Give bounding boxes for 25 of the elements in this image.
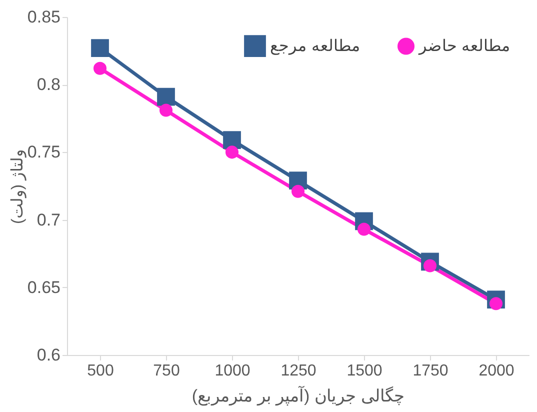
x-tick-label: 1000 [214, 362, 250, 380]
x-tick-label: 1250 [280, 362, 316, 380]
x-tick-label: 1500 [346, 362, 382, 380]
x-tick-label: 750 [153, 362, 180, 380]
y-axis-title: ولتاژ (ولت) [9, 148, 26, 224]
legend-label: مطالعه مرجع [270, 38, 360, 56]
x-axis-title: چگالی جریان (آمپر بر مترمربع) [192, 384, 406, 406]
y-tick-label: 0.6 [36, 346, 60, 364]
y-tick-label: 0.8 [36, 75, 60, 94]
point [159, 104, 173, 117]
x-tick-label: 2000 [478, 362, 514, 380]
point [157, 88, 175, 106]
y-tick-label: 0.85 [27, 8, 60, 26]
point [357, 222, 371, 236]
point [223, 131, 241, 149]
point [91, 39, 109, 58]
point [291, 184, 305, 198]
y-tick-label: 0.65 [27, 278, 60, 297]
x-tick-label: 500 [87, 362, 114, 380]
y-tick-label: 0.75 [27, 142, 60, 162]
point [93, 62, 107, 75]
x-tick-label: 1750 [412, 362, 448, 380]
legend-label: مطالعه حاضر [418, 38, 510, 56]
point [225, 146, 239, 159]
y-tick-label: 0.7 [36, 210, 60, 230]
